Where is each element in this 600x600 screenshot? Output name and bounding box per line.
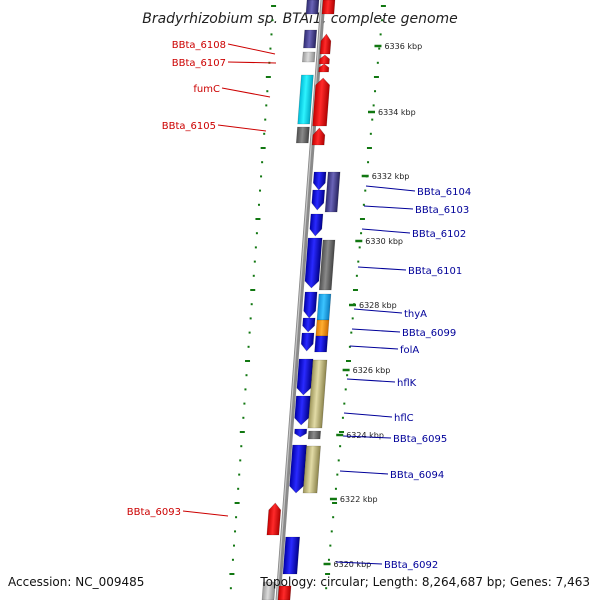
reverse-gene-label: BBta_6094 — [390, 470, 444, 481]
reverse-gene-label: BBta_6103 — [415, 205, 469, 216]
gene-arrow — [294, 395, 311, 426]
gene-box — [277, 585, 292, 600]
gene-box — [324, 171, 341, 213]
accession-text: Accession: NC_009485 — [8, 575, 144, 589]
gene-arrow — [312, 77, 330, 127]
gene-box — [302, 51, 316, 63]
gene-label-leader — [227, 43, 276, 55]
gene-box — [314, 335, 329, 353]
gene-arrow — [303, 291, 318, 319]
gene-arrow — [300, 332, 315, 352]
forward-gene-label: BBta_6093 — [127, 507, 181, 518]
reverse-gene-label: BBta_6101 — [408, 266, 462, 277]
backbone-highlight — [276, 0, 323, 600]
ruler-group: 6336 kbp 6334 kbp 6332 kbp 6330 kbp 6328 kbp… — [229, 5, 422, 590]
gene-arrow — [311, 127, 326, 146]
gene-box — [297, 74, 314, 125]
reverse-gene-label: folA — [400, 345, 419, 356]
gene-label-leader — [221, 87, 271, 98]
ruler-kbp-label: 6322 kbp — [340, 495, 378, 504]
gene-label-leader — [357, 266, 407, 271]
gene-arrow — [302, 317, 316, 333]
ruler-kbp-label: 6332 kbp — [372, 172, 410, 181]
forward-gene-label: BBta_6108 — [172, 40, 226, 51]
genome-summary-text: Topology: circular; Length: 8,264,687 bp… — [259, 575, 590, 589]
gene-label-leader — [182, 510, 229, 517]
gene-arrow — [319, 33, 332, 55]
ruler-kbp-label: 6320 kbp — [334, 560, 372, 569]
forward-gene-label: fumC — [193, 84, 220, 95]
gene-label-leader — [342, 435, 392, 439]
reverse-gene-label: BBta_6095 — [393, 434, 447, 445]
gene-arrow — [321, 0, 336, 15]
ruler-kbp-label: 6326 kbp — [353, 366, 391, 375]
ruler-kbp-label: 6334 kbp — [378, 108, 416, 117]
label-group: BBta_6108 BBta_6107 fumC BBta_6105 BBta_6093… — [127, 40, 471, 571]
gene-arrow — [266, 502, 282, 536]
reverse-gene-label: BBta_6104 — [417, 187, 471, 198]
gene-label-leader — [365, 185, 416, 192]
gene-box — [261, 581, 276, 600]
gene-box — [307, 430, 321, 440]
reverse-gene-label: BBta_6102 — [412, 229, 466, 240]
map-title: Bradyrhizobium sp. BTAi1, complete genom… — [142, 11, 458, 27]
reverse-gene-label: BBta_6092 — [384, 560, 438, 571]
gene-arrow — [296, 358, 314, 396]
gene-label-leader — [351, 328, 401, 333]
gene-arrow — [318, 54, 330, 65]
reverse-gene-label: hflC — [394, 413, 414, 424]
gene-label-leader — [339, 470, 389, 475]
reverse-gene-label: hflK — [397, 378, 417, 389]
ruler-kbp-label: 6330 kbp — [365, 237, 403, 246]
reverse-gene-label: BBta_6099 — [402, 328, 456, 339]
gene-arrow — [312, 171, 327, 191]
gene-label-leader — [343, 412, 393, 418]
gene-arrow — [311, 189, 326, 211]
reverse-gene-label: thyA — [404, 309, 427, 320]
gene-label-leader — [227, 61, 277, 64]
gene-arrow — [304, 237, 323, 289]
gene-box — [282, 536, 301, 575]
gene-arrow — [318, 63, 330, 73]
gene-box — [315, 319, 330, 337]
gene-box — [305, 0, 320, 15]
gene-label-leader — [363, 205, 414, 210]
ruler-kbp-label: 6328 kbp — [359, 301, 397, 310]
gene-group — [261, 0, 341, 600]
forward-gene-label: BBta_6105 — [162, 121, 216, 132]
gene-box — [302, 445, 321, 494]
gene-arrow — [289, 444, 307, 494]
gene-box — [316, 293, 332, 321]
ruler-kbp-label: 6336 kbp — [384, 42, 422, 51]
gene-label-leader — [353, 308, 403, 314]
gene-label-leader — [346, 378, 396, 383]
gene-arrow — [309, 213, 324, 237]
gene-label-leader — [335, 561, 383, 565]
gene-label-leader — [217, 124, 267, 132]
gene-box — [295, 126, 310, 144]
ruler-kbp-label: 6324 kbp — [346, 431, 384, 440]
gene-arrow — [294, 428, 308, 438]
gene-box — [318, 239, 336, 291]
gene-box — [303, 29, 318, 49]
gene-label-leader — [349, 345, 399, 350]
gene-label-leader — [361, 228, 411, 234]
forward-gene-label: BBta_6107 — [172, 58, 226, 69]
